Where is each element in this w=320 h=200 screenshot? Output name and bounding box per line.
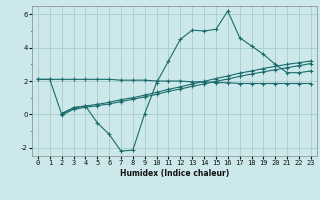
X-axis label: Humidex (Indice chaleur): Humidex (Indice chaleur)	[120, 169, 229, 178]
